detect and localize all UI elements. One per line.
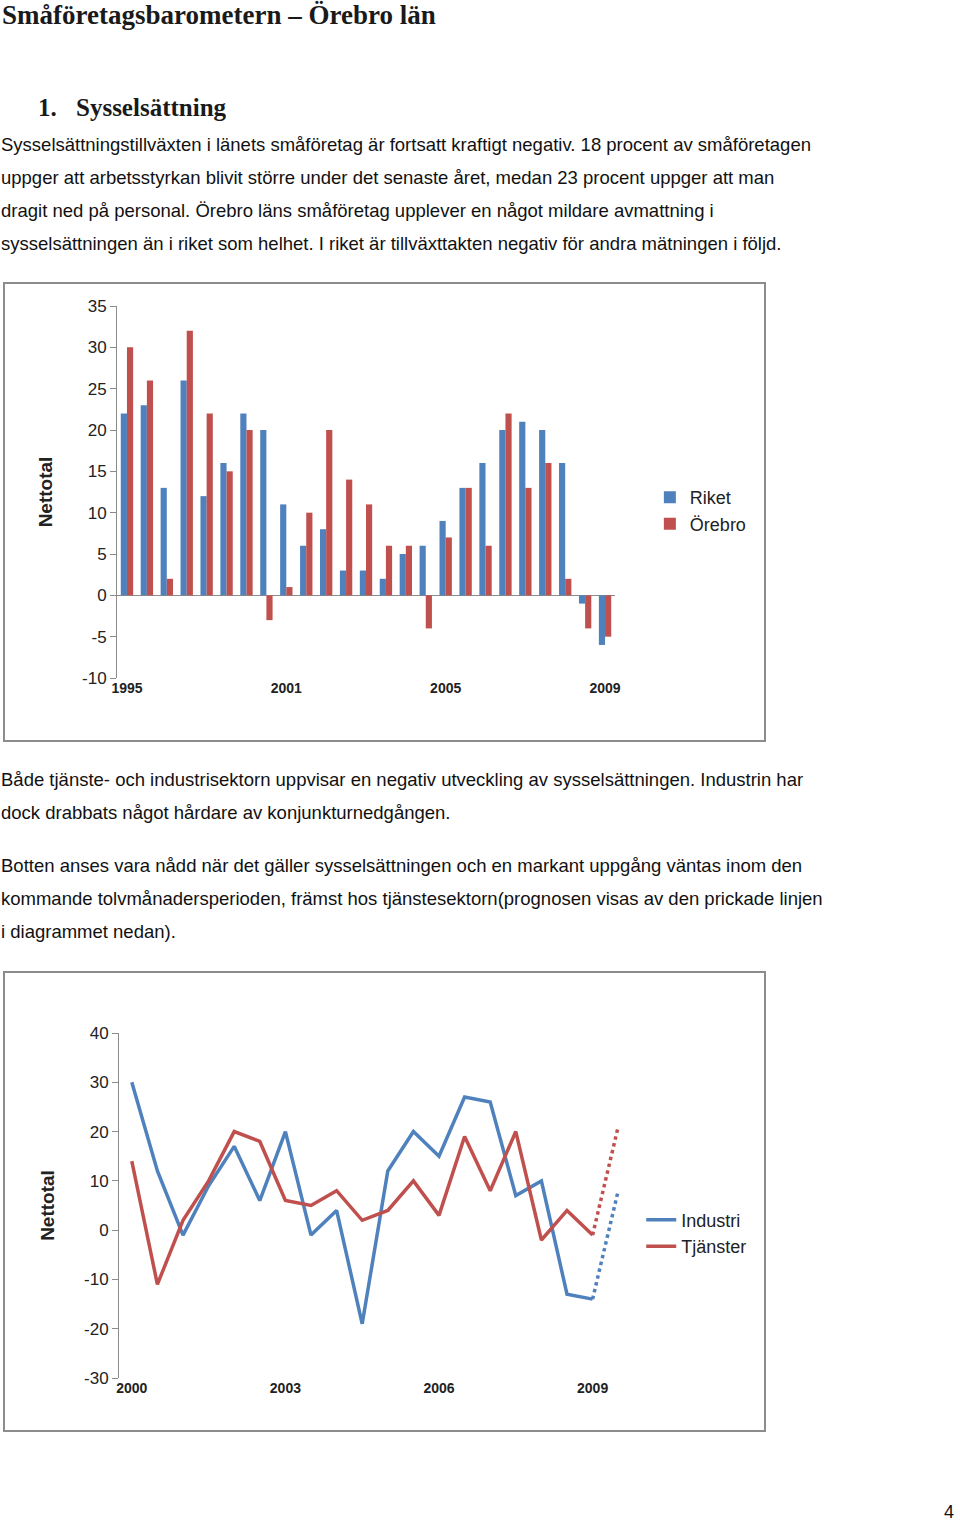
svg-text:-30: -30 [84,1369,109,1388]
svg-text:-10: -10 [84,1270,109,1289]
svg-text:30: 30 [88,338,107,357]
svg-text:2003: 2003 [270,1380,301,1396]
svg-text:20: 20 [90,1123,109,1142]
svg-text:30: 30 [90,1073,109,1092]
svg-text:10: 10 [90,1172,109,1191]
svg-text:Örebro: Örebro [690,515,746,535]
svg-text:2001: 2001 [271,680,302,696]
svg-text:5: 5 [97,545,106,564]
svg-text:Industri: Industri [681,1211,740,1231]
svg-text:25: 25 [88,380,107,399]
html-text:Sysselsättning: Sysselsättning [76,94,226,121]
svg-text:2000: 2000 [116,1380,147,1396]
svg-text:Tjänster: Tjänster [681,1237,746,1257]
svg-text:0: 0 [99,1221,108,1240]
svg-text:40: 40 [90,1024,109,1043]
svg-text:-5: -5 [91,628,106,647]
svg-text:-20: -20 [84,1320,109,1339]
svg-text:Nettotal: Nettotal [37,1170,58,1241]
html-text:i diagrammet nedan).: i diagrammet nedan). [1,921,176,942]
svg-text:1995: 1995 [111,680,142,696]
html-text:uppger att arbetsstyrkan blivi: uppger att arbetsstyrkan blivit större u… [1,167,775,188]
svg-text:2009: 2009 [577,1380,608,1396]
svg-text:15: 15 [88,462,107,481]
svg-text:20: 20 [88,421,107,440]
html-text:Småföretagsbarometern – Örebro: Småföretagsbarometern – Örebro län [2,0,436,30]
svg-text:Nettotal: Nettotal [35,457,56,528]
svg-text:10: 10 [88,504,107,523]
svg-text:0: 0 [97,586,106,605]
svg-text:-10: -10 [82,669,107,688]
svg-text:35: 35 [88,297,107,316]
html-text:sysselsättningen än i riket so: sysselsättningen än i riket som helhet. … [1,233,782,254]
html-text:dock drabbats något hårdare av: dock drabbats något hårdare av konjunktu… [1,802,451,823]
html-text:Sysselsättningstillväxten i lä: Sysselsättningstillväxten i länets småfö… [1,134,811,155]
html-text:4: 4 [944,1502,954,1522]
svg-text:Riket: Riket [690,488,731,508]
html-text:1.: 1. [38,94,57,121]
svg-text:2006: 2006 [423,1380,454,1396]
html-text:kommande tolvmånadersperioden,: kommande tolvmånadersperioden, främst ho… [1,888,823,909]
svg-text:2009: 2009 [589,680,620,696]
html-text:dragit ned på personal. Örebro: dragit ned på personal. Örebro läns småf… [1,200,714,221]
svg-text:2005: 2005 [430,680,461,696]
html-text:Både tjänste- och industrisekt: Både tjänste- och industrisektorn uppvis… [1,769,804,790]
html-text:Botten anses vara nådd när det: Botten anses vara nådd när det gäller sy… [1,855,803,876]
